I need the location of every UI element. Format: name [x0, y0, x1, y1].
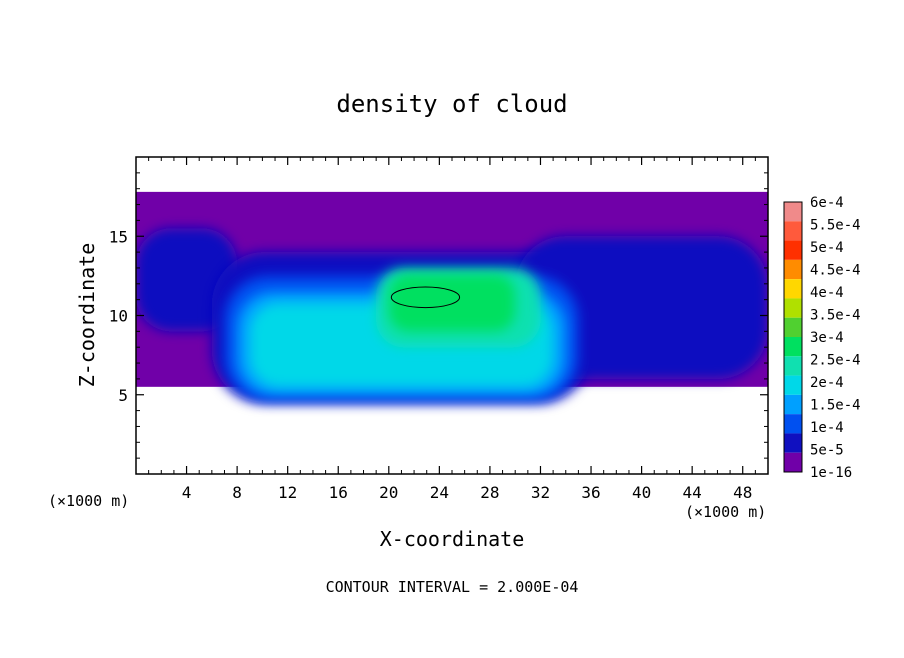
colorbar-label: 5.5e-4 — [810, 218, 861, 234]
x-tick-label: 16 — [329, 483, 348, 502]
colorbar-label: 5e-5 — [810, 443, 844, 459]
x-tick-label: 8 — [232, 483, 242, 502]
chart-title: density of cloud — [336, 90, 567, 118]
colorbar-swatch — [784, 279, 802, 299]
y-tick-label: 10 — [109, 307, 128, 326]
colorbar-label: 2e-4 — [810, 375, 844, 391]
y-axis-label: Z-coordinate — [75, 243, 99, 388]
x-tick-label: 28 — [480, 483, 499, 502]
colorbar-label: 4e-4 — [810, 285, 844, 301]
x-tick-label: 32 — [531, 483, 550, 502]
colorbar-label: 1e-4 — [810, 420, 844, 436]
x-tick-label: 20 — [379, 483, 398, 502]
colorbar-label: 6e-4 — [810, 195, 844, 211]
x-axis-ticks: 4 8 12 16 20 24 28 32 36 40 44 48 — [148, 157, 756, 502]
colorbar-label: 4.5e-4 — [810, 263, 861, 279]
y-tick-label: 5 — [118, 386, 128, 405]
colorbar-swatch — [784, 452, 802, 472]
contour-line — [390, 286, 461, 309]
colorbar-label: 1e-16 — [810, 465, 852, 481]
colorbar-swatch — [784, 394, 802, 415]
x-tick-label: 36 — [581, 483, 600, 502]
x-tick-label: 12 — [278, 483, 297, 502]
colorbar-swatch — [784, 259, 802, 280]
x-unit-left: (×1000 m) — [48, 492, 129, 510]
x-tick-label: 48 — [733, 483, 752, 502]
colorbar-swatch — [784, 414, 802, 434]
colorbar-swatch — [784, 298, 802, 318]
x-tick-label: 44 — [683, 483, 702, 502]
heatmap-field — [136, 191, 768, 403]
colorbar-swatch — [784, 433, 802, 453]
x-unit-right: (×1000 m) — [685, 503, 766, 521]
colorbar-swatch — [784, 240, 802, 260]
x-tick-label: 4 — [182, 483, 192, 502]
colorbar-label: 2.5e-4 — [810, 353, 861, 369]
contour-lines — [390, 286, 461, 309]
colorbar: 6e-4 5.5e-4 5e-4 4.5e-4 4e-4 3.5e-4 3e-4 2.5e-4… — [783, 195, 861, 481]
colorbar-label: 1.5e-4 — [810, 398, 861, 414]
y-tick-label: 15 — [109, 227, 128, 246]
colorbar-swatch — [784, 337, 802, 357]
x-tick-label: 24 — [430, 483, 449, 502]
x-axis-label: X-coordinate — [380, 527, 525, 551]
colorbar-swatch — [784, 202, 802, 222]
colorbar-swatch — [784, 221, 802, 241]
y-axis-ticks: 5 10 15 — [109, 172, 768, 459]
colorbar-label: 5e-4 — [810, 240, 844, 256]
colorbar-label: 3e-4 — [810, 330, 844, 346]
contour-interval-note: CONTOUR INTERVAL = 2.000E-04 — [326, 578, 579, 596]
colorbar-swatch — [784, 356, 802, 376]
colorbar-swatch — [784, 317, 802, 337]
colorbar-label: 3.5e-4 — [810, 308, 861, 324]
x-tick-label: 40 — [632, 483, 651, 502]
colorbar-swatch — [784, 375, 802, 395]
colorbar-frame — [783, 201, 803, 473]
field-region — [388, 274, 516, 332]
